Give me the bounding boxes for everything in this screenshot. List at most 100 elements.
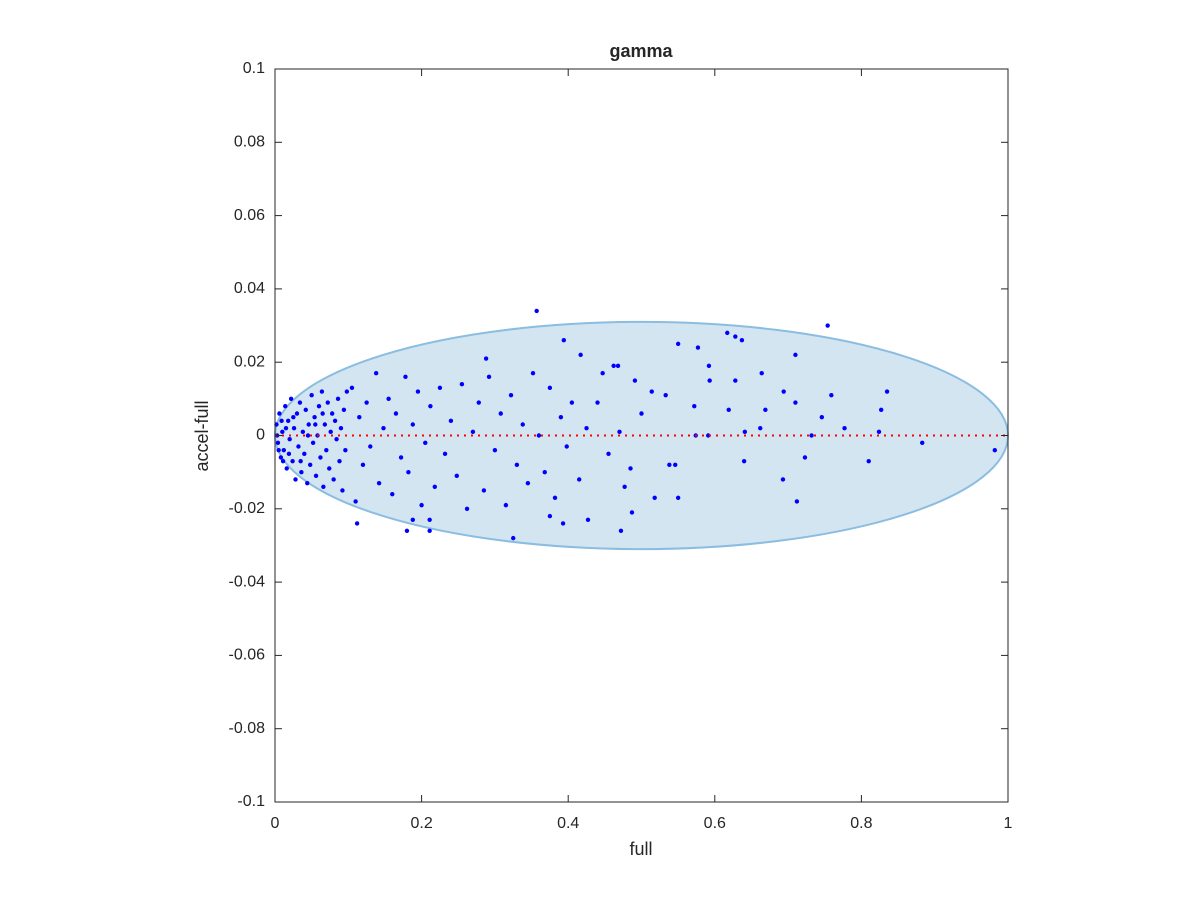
scatter-point: [288, 396, 294, 402]
scatter-point: [617, 429, 622, 435]
scatter-point: [514, 462, 520, 468]
scatter-point: [427, 517, 432, 522]
scatter-point: [297, 400, 303, 405]
scatter-point: [291, 425, 297, 431]
scatter-point: [284, 466, 289, 471]
scatter-point: [427, 528, 432, 533]
scatter-point: [306, 422, 311, 427]
scatter-point: [316, 403, 322, 409]
y-tick-label: 0.04: [234, 280, 265, 297]
y-tick-label: 0.06: [234, 207, 265, 224]
scatter-point: [302, 451, 307, 457]
scatter-point: [866, 458, 871, 464]
scatter-point: [793, 352, 798, 358]
scatter-point: [312, 414, 317, 420]
scatter-point: [349, 385, 355, 391]
scatter-point: [298, 458, 303, 464]
scatter-point: [606, 451, 611, 457]
scatter-point: [884, 389, 890, 394]
y-tick-label: -0.06: [229, 647, 266, 664]
scatter-point: [390, 491, 395, 497]
scatter-point: [585, 517, 591, 522]
scatter-point: [584, 425, 589, 431]
scatter-point: [343, 447, 348, 453]
scatter-point: [459, 381, 465, 387]
scatter-point: [692, 403, 697, 409]
scatter-point: [558, 414, 564, 420]
scatter-point: [376, 480, 382, 486]
scatter-point: [293, 477, 298, 482]
scatter-point: [279, 418, 284, 424]
scatter-point: [398, 455, 404, 460]
scatter-point: [476, 400, 481, 405]
scatter-point: [733, 334, 738, 339]
scatter-point: [536, 433, 542, 438]
y-axis-label: accel-full: [192, 400, 212, 471]
scatter-point: [275, 440, 281, 446]
scatter-point: [318, 455, 323, 460]
scatter-point: [393, 411, 399, 416]
scatter-point: [403, 374, 408, 380]
scatter-point: [759, 370, 764, 376]
scatter-point: [547, 513, 553, 519]
scatter-point: [280, 429, 285, 435]
scatter-point: [428, 403, 433, 409]
scatter-point: [285, 418, 291, 424]
scatter-point: [303, 407, 308, 413]
scatter-point: [706, 433, 711, 438]
scatter-point: [629, 510, 635, 515]
scatter-point: [992, 447, 998, 453]
scatter-point: [386, 396, 391, 402]
scatter-point: [309, 392, 314, 398]
scatter-point: [327, 466, 332, 471]
y-tick-label: -0.02: [229, 500, 266, 517]
scatter-point: [486, 374, 492, 380]
scatter-point: [561, 338, 567, 343]
scatter-point: [313, 422, 318, 427]
scatter-point: [404, 528, 410, 533]
scatter-point: [498, 411, 503, 416]
x-tick-label: 0.2: [410, 815, 432, 832]
scatter-point: [286, 451, 292, 457]
scatter-point: [534, 308, 539, 314]
scatter-point: [649, 389, 654, 394]
y-tick-label: -0.08: [229, 720, 266, 737]
y-tick-label: -0.04: [229, 573, 266, 590]
scatter-point: [287, 436, 292, 442]
scatter-point: [283, 425, 289, 431]
scatter-point: [622, 484, 627, 490]
scatter-point: [707, 378, 712, 383]
scatter-point: [726, 407, 731, 413]
scatter-point: [564, 444, 569, 449]
scatter-point: [305, 480, 310, 486]
y-tick-label: 0.08: [234, 134, 265, 151]
scatter-point: [442, 451, 448, 457]
scatter-point: [415, 389, 421, 394]
scatter-point: [432, 484, 437, 490]
y-tick-label: -0.1: [237, 793, 265, 810]
scatter-point: [520, 422, 525, 427]
scatter-point: [632, 378, 638, 383]
scatter-point: [878, 407, 884, 413]
y-tick-label: 0: [256, 427, 265, 444]
scatter-point: [280, 458, 286, 464]
scatter-point: [354, 521, 360, 526]
scatter-point: [611, 363, 616, 369]
scatter-point: [406, 469, 411, 475]
scatter-point: [793, 400, 798, 405]
scatter-point: [615, 363, 621, 369]
x-tick-label: 0.4: [557, 815, 579, 832]
scatter-point: [338, 425, 344, 431]
scatter-point: [742, 429, 748, 435]
scatter-point: [276, 447, 281, 453]
x-tick-label: 0.6: [704, 815, 726, 832]
scatter-point: [305, 433, 311, 438]
scatter-point: [329, 411, 335, 416]
scatter-point: [344, 389, 350, 394]
scatter-point: [320, 411, 325, 416]
scatter-point: [525, 480, 531, 486]
scatter-point: [595, 400, 600, 405]
scatter-point: [340, 488, 345, 493]
scatter-point: [470, 429, 476, 435]
scatter-point: [552, 495, 558, 501]
